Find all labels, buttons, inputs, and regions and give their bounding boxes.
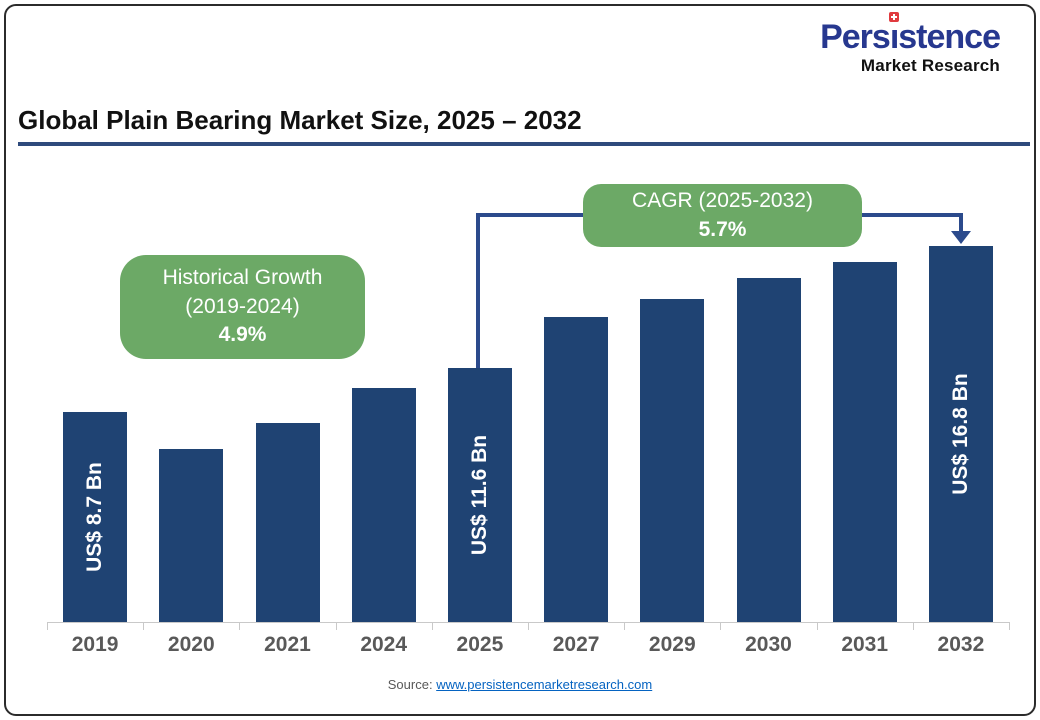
cagr-connector-left-horizontal <box>476 213 583 217</box>
bar-value-label-2032: US$ 16.8 Bn <box>948 373 972 495</box>
x-tick-label-2024: 2024 <box>360 633 408 656</box>
arrow-down-icon <box>951 231 971 244</box>
red-cross-icon <box>889 12 900 22</box>
source-link[interactable]: www.persistencemarketresearch.com <box>436 677 653 692</box>
bar-2025: US$ 11.6 Bn <box>447 368 512 622</box>
cagr-line1: CAGR (2025-2032) <box>632 189 813 213</box>
source-line: Source: www.persistencemarketresearch.co… <box>0 677 1040 692</box>
x-tick-label-2027: 2027 <box>552 633 600 656</box>
x-axis-tick <box>816 622 818 630</box>
bar-2021 <box>255 423 320 622</box>
bar-2024 <box>351 388 416 622</box>
x-axis-tick <box>1009 622 1010 630</box>
cagr-value: 5.7% <box>698 217 747 241</box>
x-axis-tick <box>47 622 48 630</box>
title-underline <box>18 142 1030 146</box>
x-tick-label-2031: 2031 <box>841 633 889 656</box>
brand-subtitle: Market Research <box>860 56 1000 75</box>
x-tick-label-2025: 2025 <box>456 633 504 656</box>
bar-2031 <box>832 262 897 622</box>
bar-value-label-2025: US$ 11.6 Bn <box>467 434 491 556</box>
brand-name: Persı stence <box>820 12 1001 56</box>
bar-2019: US$ 8.7 Bn <box>63 412 128 622</box>
cagr-connector-left-vertical <box>476 215 480 368</box>
bar-2020 <box>159 449 224 622</box>
x-tick-label-2030: 2030 <box>745 633 792 656</box>
x-tick-label-2020: 2020 <box>167 633 215 656</box>
x-tick-label-2032: 2032 <box>937 633 985 656</box>
bar-2027 <box>544 317 609 622</box>
historical-growth-line2: (2019-2024) <box>185 294 300 318</box>
source-prefix: Source: <box>387 677 437 692</box>
brand-i-glyph: ı <box>889 18 900 56</box>
historical-growth-callout: Historical Growth (2019-2024) 4.9% <box>120 255 365 359</box>
x-tick-label-2021: 2021 <box>264 633 311 656</box>
cagr-callout: CAGR (2025-2032) 5.7% <box>583 184 862 247</box>
x-tick-label-2029: 2029 <box>648 633 696 656</box>
bar-2029 <box>640 299 705 622</box>
brand-name-part: stence <box>898 18 1001 56</box>
historical-growth-value: 4.9% <box>218 323 267 347</box>
x-tick-label-2019: 2019 <box>71 633 119 656</box>
x-axis-tick <box>431 622 433 630</box>
brand-logo: Persı stence Market Research <box>820 12 1001 75</box>
brand-name-part: Pers <box>820 18 891 56</box>
cagr-connector-right-vertical <box>959 215 963 232</box>
brand-i-letter: ı <box>889 12 900 56</box>
x-axis-tick <box>912 622 914 630</box>
x-axis-tick <box>335 622 337 630</box>
bar-value-label-2019: US$ 8.7 Bn <box>83 462 107 572</box>
cagr-connector-right-horizontal <box>862 213 963 217</box>
x-axis-tick <box>624 622 626 630</box>
x-axis-tick <box>528 622 529 630</box>
historical-growth-line1: Historical Growth <box>162 266 323 290</box>
bar-2030 <box>736 278 801 622</box>
x-axis-tick <box>720 622 722 630</box>
plot-area: US$ 8.7 Bn US$ 11.6 Bn US$ 16.8 Bn <box>47 180 1009 622</box>
page-title: Global Plain Bearing Market Size, 2025 –… <box>18 105 582 135</box>
x-axis-tick <box>143 622 145 630</box>
bar-2032: US$ 16.8 Bn <box>928 246 993 622</box>
x-axis-tick <box>239 622 241 630</box>
